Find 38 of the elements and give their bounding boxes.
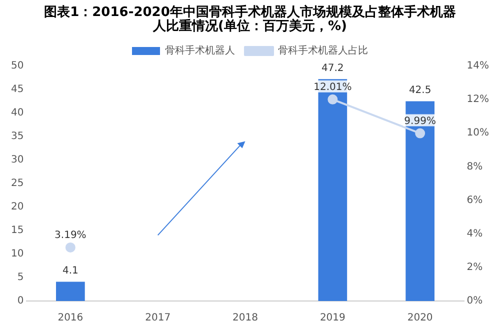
- y2-tick-label: 0%: [466, 296, 483, 307]
- y-tick-label: 5: [17, 272, 24, 284]
- chart-title: 图表1：2016-2020年中国骨科手术机器人市场规模及占整体手术机器人比重情况(单位：百万美元，%): [43, 4, 457, 36]
- y2-tick-label: 6%: [466, 194, 483, 206]
- data-label: 9.99%: [404, 116, 436, 127]
- point: [65, 242, 76, 252]
- x-tick-label: 2016: [58, 312, 84, 324]
- y-tick-label: 20: [10, 202, 24, 213]
- y2-tick-label: 4%: [466, 228, 483, 240]
- y-tick-label: 10: [10, 248, 24, 260]
- bar: [406, 101, 434, 301]
- y-tick-label: 45: [10, 84, 24, 96]
- data-label: 42.5: [408, 84, 432, 96]
- y-tick-label: 25: [10, 178, 24, 190]
- bar: [56, 282, 85, 301]
- x-tick-label: 2020: [407, 312, 433, 324]
- y-tick-label: 30: [10, 154, 24, 166]
- x-tick-label: 2019: [320, 312, 346, 324]
- data-label: 4.1: [62, 265, 78, 276]
- x-tick-label: 2017: [145, 312, 171, 324]
- y2-tick-label: 10%: [466, 128, 490, 139]
- y-tick-label: 35: [10, 131, 24, 142]
- data-label: 47.2: [322, 62, 344, 74]
- y-tick-label: 50: [10, 60, 24, 72]
- data-label: 3.19%: [54, 230, 86, 242]
- point: [415, 128, 426, 138]
- legend-label: 骨科手术机器人: [165, 44, 235, 57]
- y2-tick-label: 14%: [466, 60, 490, 72]
- x-tick-label: 2018: [232, 312, 258, 324]
- data-label: 12.01%: [314, 82, 352, 93]
- y-tick-label: 40: [10, 108, 24, 119]
- y2-tick-label: 8%: [466, 161, 483, 172]
- y2-tick-label: 12%: [466, 94, 490, 106]
- legend-label: 骨科手术机器人占比: [278, 44, 368, 57]
- y2-tick-label: 2%: [466, 262, 483, 274]
- y-tick-label: 15: [10, 225, 24, 236]
- y-tick-label: 0: [17, 296, 24, 307]
- point: [328, 94, 338, 104]
